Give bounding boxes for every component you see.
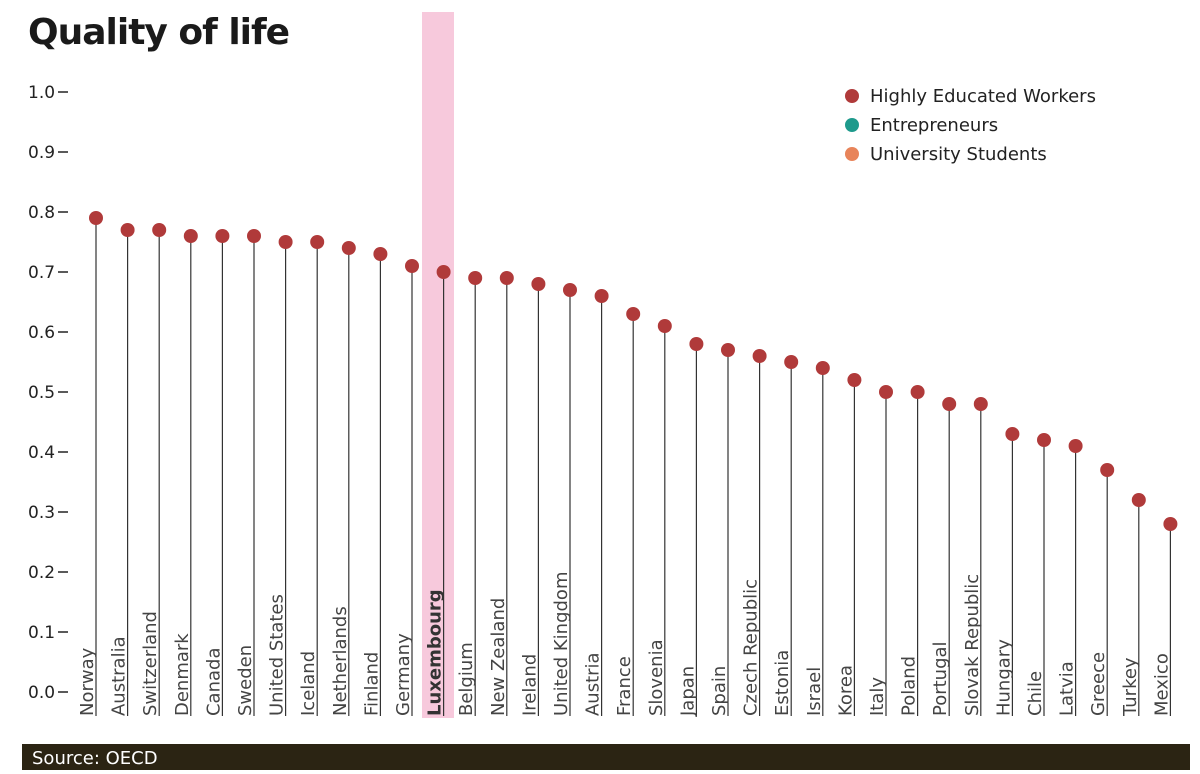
category-label: Turkey [1120, 657, 1141, 717]
data-point [531, 277, 546, 291]
y-tick-label: 0.6 [28, 323, 55, 343]
category-label: Belgium [456, 642, 477, 716]
category-label: Hungary [993, 639, 1014, 716]
category-label: Estonia [772, 650, 793, 716]
data-point [310, 235, 325, 249]
legend-label: Highly Educated Workers [870, 86, 1096, 107]
legend-marker [845, 89, 859, 103]
category-label: Finland [361, 652, 382, 716]
category-label: Norway [77, 647, 98, 716]
category-label: Korea [835, 665, 856, 716]
category-label: United States [267, 594, 288, 716]
data-point [1068, 439, 1083, 453]
category-label: Israel [804, 667, 825, 716]
category-label: Mexico [1151, 653, 1172, 716]
category-label: Canada [203, 648, 224, 717]
category-label: Netherlands [330, 606, 351, 716]
data-point [405, 259, 419, 273]
data-point [657, 319, 672, 333]
legend-marker [845, 118, 859, 132]
source-note: Source: OECD [22, 744, 1190, 770]
data-point [879, 385, 893, 399]
data-point [626, 307, 641, 321]
category-label: Switzerland [140, 611, 161, 716]
legend-marker [845, 147, 859, 161]
data-point [373, 247, 388, 261]
category-label: Slovak Republic [962, 574, 983, 716]
category-label: Iceland [298, 651, 319, 716]
data-point [1163, 517, 1178, 531]
data-point [1005, 427, 1020, 441]
data-point [784, 355, 799, 369]
category-label: Luxembourg [425, 589, 446, 716]
category-label: Chile [1025, 671, 1046, 716]
y-tick-label: 0.7 [28, 263, 55, 283]
category-label: Poland [899, 656, 920, 716]
data-point [1100, 463, 1115, 477]
data-point [594, 289, 609, 303]
data-point [89, 211, 103, 225]
highlight-band [422, 12, 454, 718]
data-point [721, 343, 735, 357]
y-tick-label: 0.4 [28, 443, 55, 463]
category-label: United Kingdom [551, 572, 572, 716]
category-label: Denmark [172, 633, 193, 716]
y-tick-label: 0.5 [28, 383, 55, 403]
data-point [468, 271, 483, 285]
y-tick-label: 0.2 [28, 563, 55, 583]
y-tick-label: 0.0 [28, 683, 55, 703]
data-point [847, 373, 862, 387]
y-axis: 0.0 0.1 0.2 0.3 0.4 0.5 0.6 0.7 0.8 0.9 1.0 [28, 83, 68, 703]
data-point [689, 337, 704, 351]
data-point [563, 283, 577, 297]
category-label: Ireland [519, 654, 540, 716]
data-point [1131, 493, 1146, 507]
stems [95, 218, 1172, 716]
chart-title: Quality of life [28, 12, 290, 53]
category-label: Sweden [235, 645, 256, 716]
data-point [815, 361, 830, 375]
category-label: Austria [583, 652, 604, 716]
y-tick-label: 0.1 [28, 623, 55, 643]
legend-label: University Students [870, 144, 1047, 165]
data-point [436, 265, 451, 279]
y-tick-label: 0.9 [28, 143, 55, 163]
category-label: Germany [393, 633, 414, 716]
category-labels: Norway Australia Switzerland Denmark Canada S… [77, 572, 1172, 717]
data-point [215, 229, 230, 243]
data-point [278, 235, 293, 249]
y-tick-label: 0.8 [28, 203, 55, 223]
category-label: Italy [867, 677, 888, 716]
category-label: Japan [677, 666, 698, 717]
category-label: Greece [1088, 652, 1109, 716]
category-label: Slovenia [646, 639, 667, 716]
category-label: France [614, 656, 635, 716]
data-point [910, 385, 925, 399]
data-point [942, 397, 957, 411]
data-point [341, 241, 356, 255]
category-label: Spain [709, 666, 730, 716]
category-label: Latvia [1057, 661, 1078, 716]
data-points [89, 211, 1178, 531]
data-point [183, 229, 198, 243]
data-point [120, 223, 135, 237]
data-point [973, 397, 988, 411]
data-point [152, 223, 167, 237]
data-point [1037, 433, 1051, 447]
category-label: Australia [109, 636, 130, 716]
category-label: Czech Republic [741, 579, 762, 716]
data-point [499, 271, 514, 285]
y-tick-label: 1.0 [28, 83, 55, 103]
lollipop-chart: 0.0 0.1 0.2 0.3 0.4 0.5 0.6 0.7 0.8 0.9 1.0 Norway… [28, 12, 1178, 718]
category-label: New Zealand [488, 598, 509, 716]
category-label: Portugal [930, 641, 951, 716]
data-point [247, 229, 261, 243]
legend: Highly Educated Workers Entrepreneurs Univ… [845, 86, 1096, 165]
legend-label: Entrepreneurs [870, 115, 998, 136]
data-point [752, 349, 767, 363]
y-tick-label: 0.3 [28, 503, 55, 523]
